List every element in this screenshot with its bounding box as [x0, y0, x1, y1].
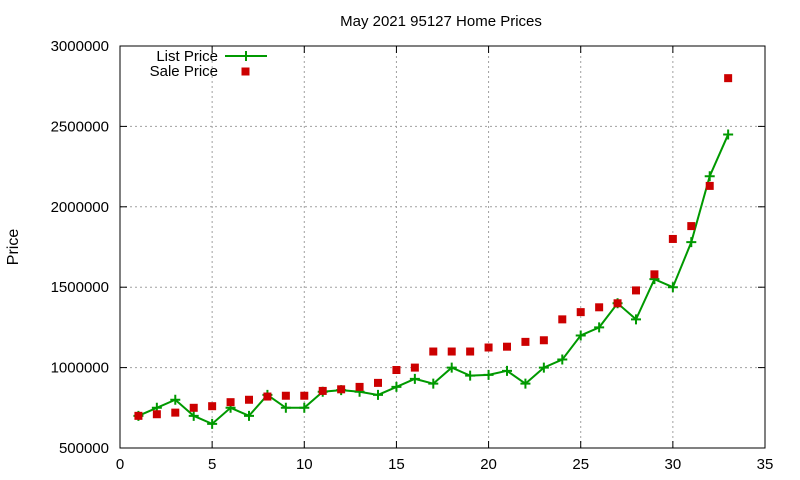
grid-lines [120, 46, 765, 448]
list-price-point [244, 410, 254, 421]
list-price-point [391, 381, 402, 392]
sale-price-point [484, 343, 493, 352]
legend-marker-sale-price [241, 67, 250, 76]
list-price-point [723, 129, 734, 140]
sale-price-point [281, 391, 290, 400]
sale-price-point [337, 385, 346, 394]
sale-price-point [668, 234, 677, 243]
sale-price-point [724, 74, 733, 83]
list-price-point [170, 394, 181, 405]
sale-price-point [152, 410, 161, 419]
list-price-point [207, 418, 218, 429]
sale-price-point [300, 391, 309, 400]
legend-label-sale-price: Sale Price [150, 63, 218, 80]
y-tick-label: 500000 [59, 440, 109, 457]
x-tick-label: 20 [480, 456, 497, 473]
x-tick-label: 5 [208, 456, 216, 473]
sale-price-point [705, 181, 714, 190]
list-price-point [280, 402, 291, 413]
x-tick-label: 25 [572, 456, 589, 473]
y-tick-label: 1500000 [51, 279, 109, 296]
y-axis-label: Price [5, 229, 22, 266]
list-price-point [299, 402, 310, 413]
list-price-point [409, 373, 420, 384]
legend: List Price Sale Price [150, 48, 267, 80]
x-tick-label: 10 [296, 456, 313, 473]
sale-price-point [687, 222, 696, 231]
sale-price-point [392, 366, 401, 375]
sale-price-point [539, 336, 548, 345]
sale-price-point [503, 342, 511, 351]
y-tick-label: 2500000 [51, 118, 109, 135]
list-price-point [557, 354, 568, 365]
axis-ticks: 0 5 10 15 20 25 30 35 500000 1000000 1500000 200000… [51, 38, 774, 473]
sale-price-point [355, 382, 364, 391]
list-price-point [373, 389, 383, 400]
sale-price-point [595, 303, 604, 312]
list-price-point [502, 365, 512, 376]
list-price-point [446, 362, 457, 373]
y-tick-label: 2000000 [51, 199, 109, 216]
chart-title: May 2021 95127 Home Prices [340, 13, 542, 30]
x-tick-label: 30 [665, 456, 682, 473]
plot-frame [119, 45, 766, 449]
sale-price-point [447, 347, 456, 356]
list-price-point [465, 370, 476, 381]
sale-price-point [466, 347, 475, 356]
sale-price-point [429, 347, 438, 356]
list-price-point [188, 410, 199, 421]
sale-price-point [245, 395, 253, 404]
legend-marker-list-price [241, 51, 251, 61]
sale-price-point [613, 299, 622, 308]
list-price-point [428, 378, 439, 389]
x-tick-label: 15 [388, 456, 405, 473]
sale-price-point [208, 402, 217, 411]
y-tick-label: 3000000 [51, 38, 109, 55]
sale-price-point [134, 411, 143, 420]
list-price-point [631, 314, 641, 325]
list-price-point [667, 282, 678, 293]
list-price-point [594, 322, 605, 333]
sale-price-point [410, 363, 419, 372]
series-layer [133, 74, 734, 429]
sale-price-point [521, 337, 530, 346]
list-price-point [686, 237, 697, 248]
y-tick-label: 1000000 [51, 360, 109, 377]
sale-price-point [632, 286, 640, 295]
sale-price-point [650, 270, 659, 279]
list-price-point [575, 330, 586, 341]
sale-price-point [226, 398, 235, 407]
sale-price-point [576, 308, 585, 317]
sale-price-point [558, 315, 567, 324]
x-tick-label: 35 [757, 456, 774, 473]
sale-price-point [374, 378, 382, 387]
list-price-point [538, 362, 549, 373]
sale-price-point [171, 408, 180, 417]
list-price-point [483, 369, 494, 380]
sale-price-point [189, 403, 198, 412]
sale-price-point [318, 386, 327, 395]
list-price-point [520, 378, 531, 389]
sale-price-point [263, 392, 272, 401]
x-tick-label: 0 [116, 456, 124, 473]
legend-label-list-price: List Price [156, 48, 218, 65]
list-price-point [704, 171, 715, 182]
